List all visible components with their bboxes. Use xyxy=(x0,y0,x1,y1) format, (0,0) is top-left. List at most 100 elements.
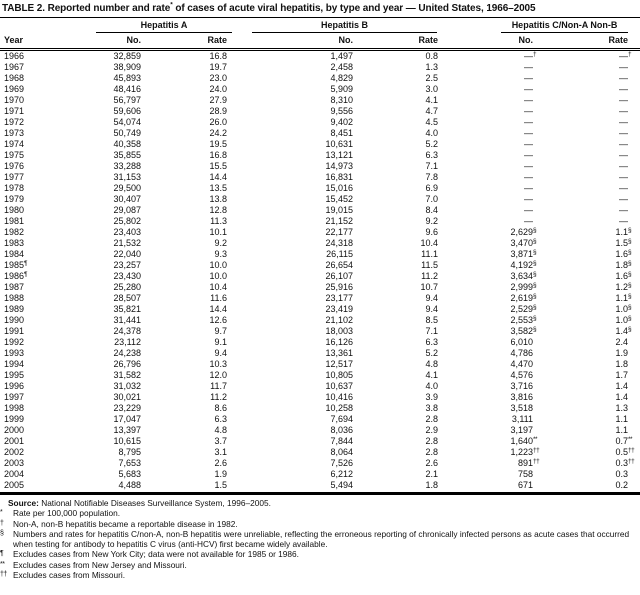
footnote: †† Excludes cases from Missouri. xyxy=(0,570,640,580)
table-row: 1996 31,032 11.7 10,637 4.0 3,716 1.4 xyxy=(0,381,640,392)
value-cell: — xyxy=(524,183,534,193)
value-cell: — xyxy=(619,62,629,72)
year-cell: 1991 xyxy=(4,326,25,336)
value-cell: 8.4 xyxy=(425,205,439,215)
value-cell: 11.7 xyxy=(210,381,227,391)
value-cell: 29,500 xyxy=(113,183,141,193)
value-cell: 25,802 xyxy=(113,216,141,226)
value-cell: 23,257 xyxy=(113,260,141,270)
value-cell: 6,212 xyxy=(330,469,353,479)
value-cell: 1.5 xyxy=(214,480,227,490)
table-row: 1979 30,407 13.8 15,452 7.0 — — xyxy=(0,194,640,205)
year-cell: 1966 xyxy=(4,51,25,61)
value-cell: 14.4 xyxy=(209,172,227,182)
footnote-text: Excludes cases from New Jersey and Misso… xyxy=(13,559,187,570)
bottom-rule-row xyxy=(0,491,640,495)
value-cell: 4.1 xyxy=(425,370,439,380)
col-header-hepb-no: No. xyxy=(338,35,354,45)
value-cell: 1.1 xyxy=(615,414,629,424)
value-cell: — xyxy=(619,205,629,215)
year-cell: 1995 xyxy=(4,370,25,380)
value-cell: 1,223 †† xyxy=(510,447,540,457)
year-cell: 1978 xyxy=(4,183,25,193)
value-cell: 5,494 xyxy=(330,480,353,490)
value-cell: 891 †† xyxy=(517,458,540,468)
bottom-thick-rule xyxy=(0,492,640,495)
value-cell: 2.5 xyxy=(425,73,439,83)
value-cell: 1.1 § xyxy=(615,293,632,303)
value-cell: 33,288 xyxy=(113,161,141,171)
value-cell: 6.3 xyxy=(214,414,227,424)
table-row: 1988 28,507 11.6 23,177 9.4 2,619 § 1.1 § xyxy=(0,293,640,304)
year-cell: 1996 xyxy=(4,381,25,391)
group-hepatitis-a-label: Hepatitis A xyxy=(96,20,232,33)
value-cell: 1.2 § xyxy=(615,282,632,292)
value-cell: 19.5 xyxy=(209,139,227,149)
col-header-hepa-no: No. xyxy=(126,35,142,45)
value-cell: 9.7 xyxy=(214,326,227,336)
value-cell: 2.9 xyxy=(425,425,439,435)
year-cell: 1989 xyxy=(4,304,25,314)
year-cell: 1985 ¶ xyxy=(4,260,28,270)
value-cell: 15,452 xyxy=(325,194,353,204)
value-cell: 31,153 xyxy=(113,172,141,182)
value-cell: 10.1 xyxy=(209,227,227,237)
value-cell: — xyxy=(619,84,629,94)
header-double-rule xyxy=(0,48,640,51)
value-cell: 1.0 § xyxy=(615,304,632,314)
value-cell: 1.4 xyxy=(615,381,629,391)
value-cell: 30,407 xyxy=(113,194,141,204)
value-cell: — xyxy=(619,95,629,105)
value-cell: 2,999 § xyxy=(510,282,537,292)
value-cell: — xyxy=(524,150,534,160)
value-cell: 1.6 § xyxy=(615,249,632,259)
value-cell: 3,816 xyxy=(510,392,534,402)
value-cell: — xyxy=(619,128,629,138)
value-cell: 15,016 xyxy=(325,183,353,193)
value-cell: 7.8 xyxy=(425,172,439,182)
table-row: 1971 59,606 28.9 9,556 4.7 — — xyxy=(0,106,640,117)
value-cell: 7.1 xyxy=(425,161,439,171)
value-cell: 11.6 xyxy=(210,293,227,303)
value-cell: 12.8 xyxy=(209,205,227,215)
footnote: † Non-A, non-B hepatitis became a reporta… xyxy=(0,519,640,529)
value-cell: 31,441 xyxy=(113,315,141,325)
table-row: 1973 50,749 24.2 8,451 4.0 — — xyxy=(0,128,640,139)
value-cell: 3,111 xyxy=(511,414,534,424)
table-row: 2003 7,653 2.6 7,526 2.6 891 †† 0.3 †† xyxy=(0,458,640,469)
value-cell: 23,229 xyxy=(113,403,141,413)
value-cell: 3,634 § xyxy=(510,271,537,281)
year-cell: 1983 xyxy=(4,238,25,248)
title-text-pre: TABLE 2. Reported number and rate xyxy=(2,3,171,14)
value-cell: 0.3 †† xyxy=(615,458,635,468)
value-cell: 0.7 ** xyxy=(615,436,633,446)
value-cell: 3,716 xyxy=(510,381,534,391)
value-cell: 23,430 xyxy=(113,271,141,281)
value-cell: 1.4 xyxy=(615,392,629,402)
value-cell: 2,553 § xyxy=(510,315,537,325)
year-cell: 2003 xyxy=(4,458,25,468)
value-cell: — xyxy=(619,117,629,127)
value-cell: 4.8 xyxy=(425,359,439,369)
value-cell: 1,497 xyxy=(330,51,353,61)
value-cell: 4,488 xyxy=(118,480,141,490)
footnote-text: Rate per 100,000 population. xyxy=(13,508,121,519)
value-cell: 4,576 xyxy=(510,370,534,380)
value-cell: 1.3 xyxy=(615,403,629,413)
value-cell: 21,152 xyxy=(325,216,353,226)
value-cell: 16.8 xyxy=(209,150,227,160)
table-row: 1974 40,358 19.5 10,631 5.2 — — xyxy=(0,139,640,150)
value-cell: 2.8 xyxy=(425,414,439,424)
value-cell: 4.1 xyxy=(425,95,439,105)
source-label: Source: xyxy=(8,498,39,508)
value-cell: 28,507 xyxy=(113,293,141,303)
table-row: 1994 26,796 10.3 12,517 4.8 4,470 1.8 xyxy=(0,359,640,370)
value-cell: 16,126 xyxy=(325,337,353,347)
value-cell: 23,419 xyxy=(325,304,353,314)
source-note: Source: National Notifiable Diseases Sur… xyxy=(0,498,640,508)
value-cell: — xyxy=(619,73,629,83)
value-cell: 11.1 xyxy=(421,249,439,259)
value-cell: 29,087 xyxy=(113,205,141,215)
year-cell: 1972 xyxy=(4,117,25,127)
table-row: 1985 ¶ 23,257 10.0 26,654 11.5 4,192 § 1.8 § xyxy=(0,260,640,271)
